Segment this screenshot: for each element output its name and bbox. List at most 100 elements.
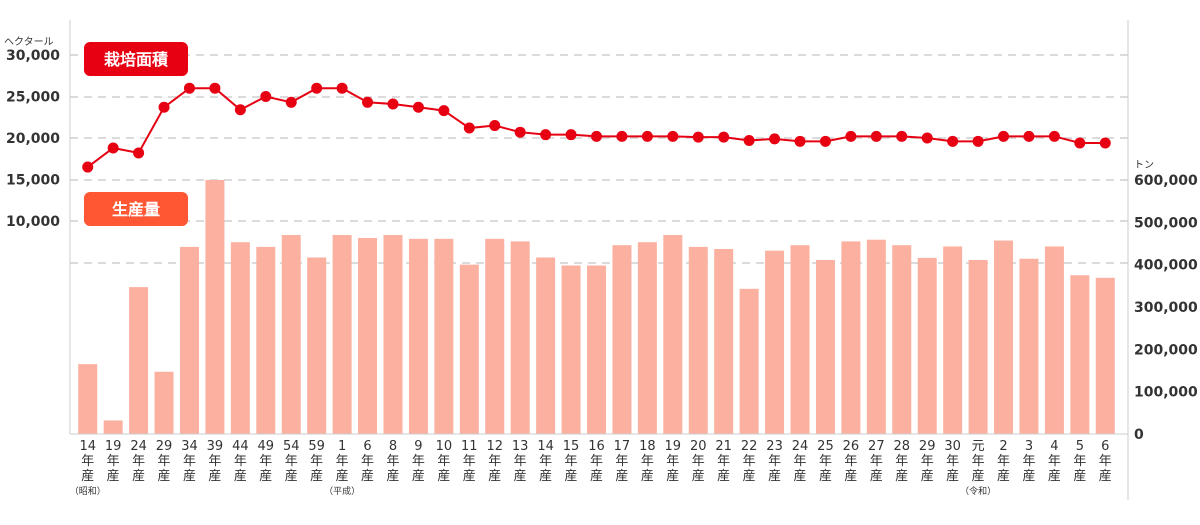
x-tick-label: 年: [717, 454, 730, 469]
area-point: [514, 126, 526, 138]
badge-production-bg: [84, 192, 188, 226]
x-tick-label: 産: [158, 468, 171, 484]
area-point: [1074, 137, 1086, 149]
production-bar: [408, 238, 428, 434]
area-point: [998, 130, 1010, 142]
production-bar: [179, 246, 199, 434]
x-tick-label: 年: [844, 454, 857, 469]
area-point: [769, 133, 781, 145]
area-point: [311, 82, 323, 94]
production-bar: [917, 257, 937, 434]
x-tick-label: 年: [183, 454, 196, 469]
x-axis-labels: 14年産19年産24年産29年産34年産39年産44年産49年産54年産59年産…: [70, 439, 1112, 497]
area-point: [209, 82, 221, 94]
area-point: [463, 122, 475, 134]
left-tick-label: 30,000: [6, 48, 60, 64]
x-tick-label: 年: [794, 454, 807, 469]
area-point: [387, 98, 399, 110]
production-bar: [892, 245, 912, 434]
x-tick-label: 産: [412, 468, 425, 484]
x-tick-label: 26: [843, 439, 860, 454]
x-tick-label: 年: [819, 454, 832, 469]
x-tick-label: 5: [1076, 439, 1084, 454]
x-tick-label: 産: [794, 468, 807, 484]
right-tick-label: 500,000: [1134, 215, 1198, 231]
badge-area-bg: [84, 42, 188, 76]
x-tick-label: 年: [641, 454, 654, 469]
right-tick-label: 400,000: [1134, 258, 1198, 274]
production-bar: [129, 287, 149, 434]
x-tick-label: 23: [766, 439, 783, 454]
area-point: [819, 135, 831, 147]
x-tick-label: 24: [792, 439, 809, 454]
right-tick-label: 600,000: [1134, 173, 1198, 189]
x-tick-label: 年: [386, 454, 399, 469]
area-point: [565, 129, 577, 141]
x-tick-label: 9: [414, 439, 422, 454]
area-point: [412, 101, 424, 113]
x-tick-label: 年: [81, 454, 94, 469]
production-bar: [637, 242, 657, 434]
x-tick-label: 産: [895, 468, 908, 484]
area-point: [82, 161, 94, 173]
x-tick-label: 11: [461, 439, 478, 454]
x-tick-label: 年: [539, 454, 552, 469]
production-bars: [78, 180, 1115, 434]
production-bar: [561, 265, 581, 434]
area-point: [718, 131, 730, 143]
x-tick-label: 産: [488, 468, 501, 484]
badge-area-label: 栽培面積: [104, 50, 169, 69]
x-tick-label: 54: [283, 439, 300, 454]
x-tick-label: 産: [615, 468, 628, 484]
x-tick-label: 産: [234, 468, 247, 484]
production-bar: [1070, 275, 1090, 434]
x-tick-label: 年: [158, 454, 171, 469]
x-tick-label: 25: [817, 439, 834, 454]
x-tick-label: 8: [389, 439, 397, 454]
x-tick-label: 年: [259, 454, 272, 469]
area-point: [260, 91, 272, 102]
x-tick-label: 年: [514, 454, 527, 469]
x-tick-label: 産: [208, 468, 221, 484]
production-bar: [256, 246, 276, 434]
x-tick-label: 年: [946, 454, 959, 469]
area-point: [285, 96, 297, 108]
x-tick-label: 年: [768, 454, 781, 469]
area-point: [158, 101, 170, 113]
badge-production-label: 生産量: [112, 200, 160, 219]
production-bar: [612, 245, 632, 434]
x-tick-label: 年: [132, 454, 145, 469]
area-point: [133, 147, 145, 159]
x-tick-label: 10: [436, 439, 453, 454]
production-bar: [154, 371, 174, 434]
production-bar: [587, 265, 606, 434]
badge-area: 栽培面積: [84, 42, 188, 76]
right-tick-label: 100,000: [1134, 385, 1198, 401]
x-tick-label: 産: [437, 468, 450, 484]
right-tick-label: 200,000: [1134, 342, 1198, 358]
x-tick-label: 産: [946, 468, 959, 484]
x-tick-label: 産: [844, 468, 857, 484]
x-tick-label: 産: [870, 468, 883, 484]
area-line-series: [82, 82, 1111, 173]
x-tick-label: 12: [486, 439, 503, 454]
production-bar: [358, 237, 378, 434]
x-tick-label: 産: [514, 468, 527, 484]
area-point: [336, 82, 348, 94]
x-tick-label: 産: [259, 468, 272, 484]
area-point: [1099, 137, 1111, 149]
area-point: [1048, 130, 1060, 142]
x-tick-label: 49: [258, 439, 275, 454]
production-bar: [739, 288, 759, 434]
x-tick-label: 産: [565, 468, 578, 484]
x-tick-label: 年: [590, 454, 603, 469]
production-bar: [841, 241, 861, 434]
x-tick-label: 17: [614, 439, 631, 454]
left-tick-label: 15,000: [6, 173, 60, 189]
production-bar: [688, 246, 708, 434]
x-tick-label: 年: [666, 454, 679, 469]
production-bar: [78, 364, 98, 434]
left-tick-label: 10,000: [6, 214, 60, 230]
x-tick-label: 年: [1022, 454, 1035, 469]
